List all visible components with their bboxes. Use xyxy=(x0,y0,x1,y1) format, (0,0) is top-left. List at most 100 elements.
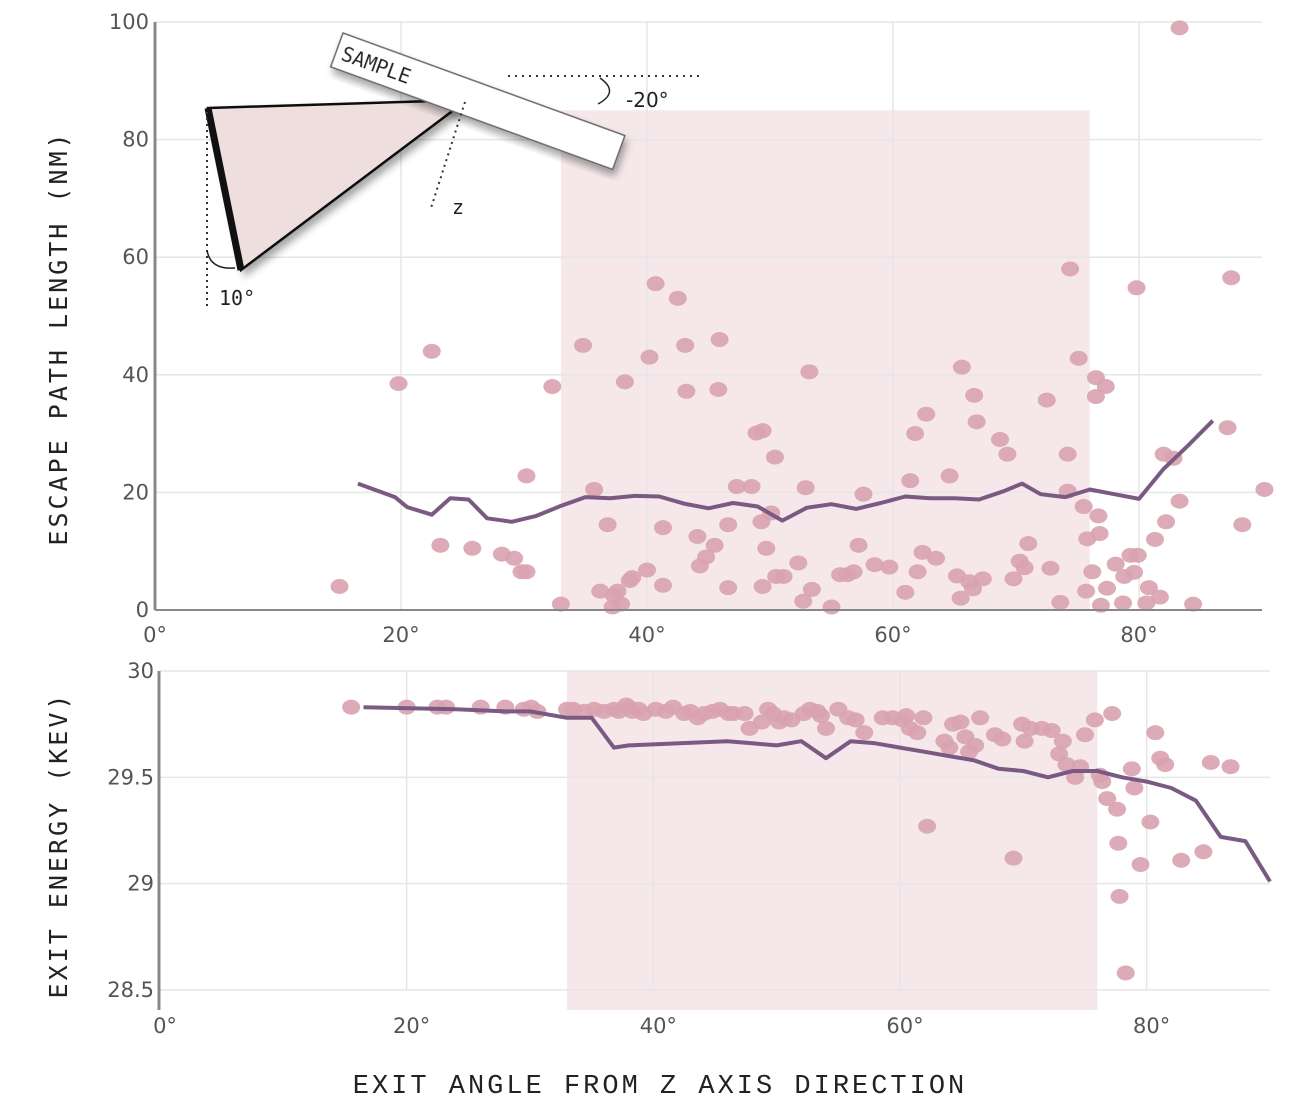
data-point xyxy=(1184,596,1203,612)
data-point xyxy=(640,349,659,365)
y-tick-label: 100 xyxy=(109,10,149,34)
axes xyxy=(153,22,1262,611)
data-point xyxy=(849,537,868,553)
data-point xyxy=(973,571,992,587)
data-point xyxy=(505,550,524,566)
data-point xyxy=(802,581,821,597)
data-point xyxy=(517,468,536,484)
y-tick-label: 28.5 xyxy=(107,978,154,1002)
sample-slab xyxy=(329,32,626,171)
data-point xyxy=(765,449,784,465)
data-point xyxy=(389,376,408,392)
data-point xyxy=(551,596,570,612)
data-point xyxy=(913,544,932,560)
y-tick-label: 29.5 xyxy=(107,765,154,789)
data-point xyxy=(1139,580,1158,596)
data-point xyxy=(719,517,738,533)
data-point xyxy=(688,529,707,544)
data-point xyxy=(1004,850,1023,866)
x-tick-label: 60° xyxy=(886,1014,923,1038)
y-tick-label: 29 xyxy=(127,872,154,896)
data-point xyxy=(1127,280,1146,296)
data-point xyxy=(906,426,925,442)
data-point xyxy=(952,359,971,375)
data-point xyxy=(817,720,835,736)
data-point xyxy=(1015,560,1034,576)
data-point xyxy=(1037,392,1056,408)
data-point xyxy=(1015,733,1034,749)
data-point xyxy=(646,276,665,292)
y-tick-label: 40 xyxy=(122,363,149,387)
data-point xyxy=(1041,560,1060,576)
data-point xyxy=(855,725,874,741)
data-point xyxy=(1146,725,1165,741)
data-point xyxy=(653,520,672,536)
data-point xyxy=(1194,844,1213,860)
data-point xyxy=(901,473,920,489)
data-point xyxy=(1128,547,1147,563)
y-tick-label: 20 xyxy=(122,480,149,504)
data-point xyxy=(330,578,349,594)
data-point xyxy=(1093,774,1112,790)
data-point xyxy=(1086,389,1105,405)
data-point xyxy=(1098,791,1117,807)
data-point xyxy=(846,712,865,728)
data-point xyxy=(1004,571,1023,587)
data-point xyxy=(865,557,884,573)
data-point xyxy=(1218,420,1237,436)
data-point xyxy=(653,577,672,593)
data-point xyxy=(1137,595,1156,611)
data-point xyxy=(965,387,984,403)
data-point xyxy=(1083,564,1102,580)
x-tick-labels: 0° 20° 40° 60° 80° xyxy=(143,623,1158,647)
data-point xyxy=(1109,835,1128,851)
data-point xyxy=(517,564,536,580)
data-point xyxy=(615,374,634,390)
data-point xyxy=(812,708,831,724)
data-point xyxy=(993,731,1012,747)
data-point xyxy=(1085,712,1104,728)
data-point xyxy=(598,517,617,533)
y-tick-label: 0 xyxy=(136,598,149,622)
data-point xyxy=(431,537,450,553)
data-point xyxy=(789,555,808,571)
trend-line xyxy=(357,419,1215,524)
x-tick-label: 80° xyxy=(1133,1014,1170,1038)
data-point xyxy=(697,549,716,565)
data-point xyxy=(774,568,793,584)
tilt-angle-label: -20° xyxy=(626,88,669,112)
x-tick-label: 80° xyxy=(1120,623,1157,647)
data-point xyxy=(1170,493,1189,509)
data-point xyxy=(966,737,985,753)
y-tick-label: 60 xyxy=(122,245,149,269)
x-axis-title: EXIT ANGLE FROM Z AXIS DIRECTION xyxy=(352,1072,968,1102)
data-point xyxy=(897,708,916,724)
y-tick-label: 80 xyxy=(122,128,149,152)
x-tick-label: 0° xyxy=(143,623,167,647)
data-point xyxy=(585,481,604,497)
detector-edge xyxy=(204,107,245,271)
data-point xyxy=(1108,801,1127,817)
data-point xyxy=(908,564,927,580)
grid-lines xyxy=(160,670,1270,991)
detector-wedge xyxy=(206,98,471,273)
data-point xyxy=(574,337,593,353)
data-point xyxy=(1116,965,1135,981)
data-point xyxy=(1019,536,1038,552)
data-point xyxy=(638,562,656,578)
data-point xyxy=(963,581,982,597)
data-point xyxy=(1110,888,1129,904)
data-point xyxy=(1145,531,1164,547)
data-point xyxy=(918,818,937,834)
highlight-band xyxy=(560,110,1090,610)
data-point xyxy=(1096,379,1115,395)
data-point xyxy=(1222,270,1241,286)
data-point xyxy=(422,343,441,359)
data-point xyxy=(1061,261,1080,277)
data-point xyxy=(753,578,772,594)
data-point xyxy=(1058,446,1077,462)
data-point xyxy=(1042,723,1061,739)
z-axis-label: z xyxy=(452,195,464,219)
data-point xyxy=(908,725,927,741)
data-point xyxy=(914,710,933,726)
